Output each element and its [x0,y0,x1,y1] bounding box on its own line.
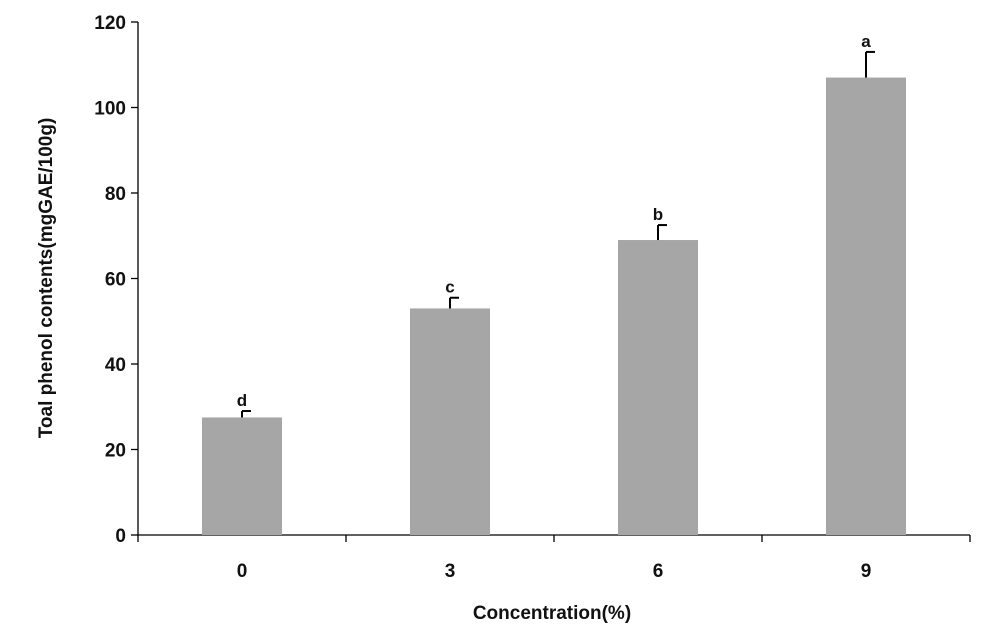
bar-0 [201,417,283,535]
x-tick-label: 9 [861,561,872,582]
y-tick-label: 20 [105,441,126,462]
x-tick-label: 3 [445,561,456,582]
y-tick-label: 40 [105,355,126,376]
significance-label: a [861,32,871,51]
y-axis-title: Toal phenol contents(mgGAE/100g) [36,118,57,439]
y-tick-label: 120 [94,13,126,34]
x-axis-title: Concentration(%) [473,603,631,624]
bars: d c b a [201,32,907,535]
significance-label: c [445,278,454,297]
x-tick-label: 0 [237,561,248,582]
bar-9 [825,77,907,535]
bar-6 [617,240,699,535]
bar-3 [409,308,491,535]
significance-label: b [653,205,663,224]
y-tick-label: 0 [115,526,126,547]
y-tick-label: 60 [105,270,126,291]
y-axis: 0 20 40 60 80 100 120 [94,13,139,547]
x-axis: 0 3 6 9 [137,534,971,582]
y-tick-label: 80 [105,184,126,205]
significance-label: d [237,391,247,410]
y-tick-label: 100 [94,99,126,120]
x-tick-label: 6 [653,561,664,582]
